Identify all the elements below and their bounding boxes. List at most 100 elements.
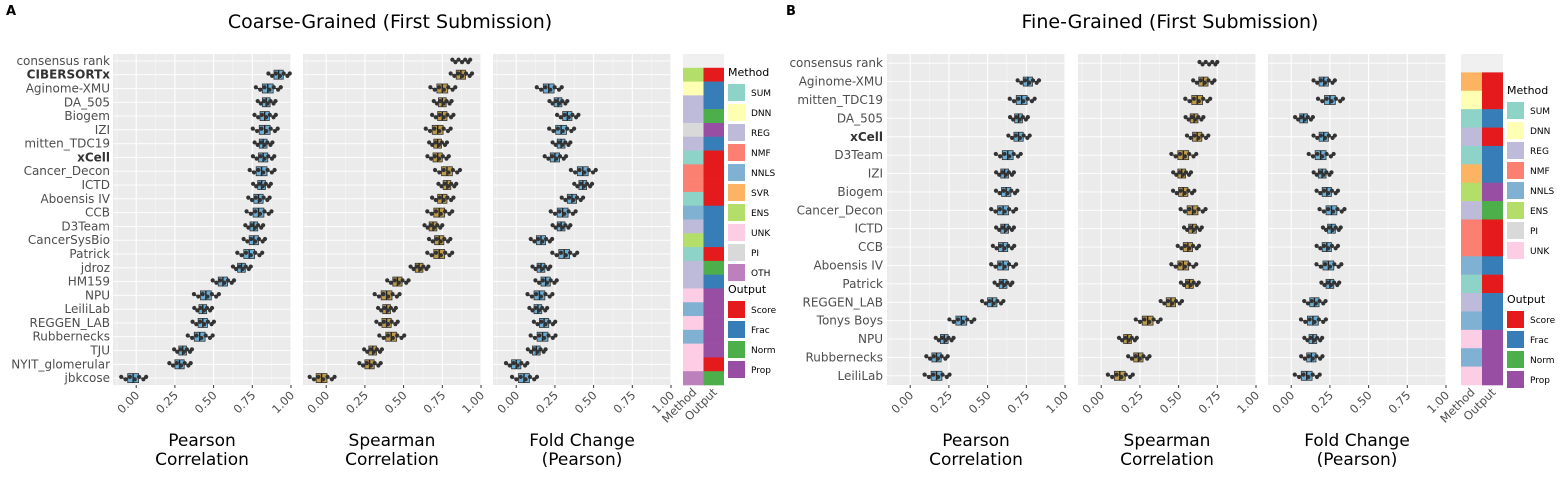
panel-b-pearson-point: [993, 188, 999, 193]
panel-a-spearman-point: [426, 236, 432, 242]
panel-a-spearman-tick-label: 1.00: [459, 388, 487, 416]
panel-a-foldchange-point: [572, 181, 577, 186]
panel-b-pearson-point: [955, 317, 961, 322]
panel-a-foldchange-point: [554, 112, 560, 117]
panel-a-spearman-point: [460, 73, 465, 78]
panel-a-foldchange-point: [570, 211, 576, 216]
panel-a-pearson-tick-label: 0.75: [230, 388, 258, 416]
panel-b-legend-method-swatch: [1507, 122, 1524, 139]
panel-a-pearson-point: [261, 98, 267, 104]
panel-a-output-cell: [703, 233, 724, 248]
panel-a-foldchange-point: [582, 170, 587, 175]
panel-b-pearson-point: [922, 372, 927, 377]
panel-a-team-label: REGGEN_LAB: [30, 316, 110, 330]
panel-a-legend-method-label: DNN: [751, 109, 771, 119]
panel-a-spearman-point: [468, 57, 473, 62]
panel-b-foldchange-point: [1292, 115, 1298, 120]
panel-b-spearman-point: [1165, 298, 1171, 304]
panel-b-foldchange-point: [1320, 225, 1326, 230]
panel-a-foldchange-point: [568, 167, 573, 173]
panel-b-spearman-point: [1158, 298, 1163, 304]
panel-a-pearson-tick-label: 1.00: [269, 388, 297, 416]
panel-a-output-cell: [703, 191, 724, 207]
panel-a-spearman-point: [441, 87, 447, 92]
panel-b-legend-method-label: PI: [1530, 227, 1538, 237]
panel-a-foldchange-point: [552, 85, 557, 90]
panel-a-pearson-point: [259, 126, 264, 131]
panel-a-spearman-point: [411, 266, 416, 272]
panel-b-pearson-axis-subtitle: Correlation: [929, 450, 1023, 470]
panel-a-spearman-point: [441, 167, 446, 173]
panel-b-foldchange-point: [1305, 115, 1310, 120]
panel-a-pearson-point: [210, 278, 215, 283]
panel-b-team-label: Tonys Boys: [816, 314, 883, 328]
panel-a-foldchange-point: [542, 335, 547, 341]
panel-a-spearman-point: [453, 59, 458, 65]
panel-a-pearson-point: [270, 73, 275, 78]
panel-a-spearman-point: [447, 253, 452, 258]
panel-a-pearson-point: [255, 128, 260, 134]
panel-b-legend-output-swatch: [1507, 331, 1524, 348]
panel-a-team-label: CIBERSORTx: [27, 68, 111, 82]
panel-b-spearman-point: [1155, 319, 1161, 324]
panel-b-spearman-point: [1126, 354, 1131, 359]
panel-b-foldchange-point: [1311, 133, 1316, 138]
panel-b-pearson-point: [1003, 227, 1008, 232]
panel-a-pearson-point: [233, 266, 239, 272]
panel-a-foldchange-point: [563, 197, 568, 203]
panel-b-foldchange-axis-title: Fold Change: [1304, 431, 1410, 451]
panel-b-pearson-point: [1011, 151, 1016, 157]
panel-a-foldchange-point: [553, 225, 558, 230]
panel-a-pearson-point: [257, 197, 262, 203]
panel-a-foldchange-point: [581, 184, 587, 189]
panel-b-title: Fine-Grained (First Submission): [1022, 11, 1319, 33]
panel-b-pearson-point: [1013, 207, 1019, 212]
panel-a-foldchange-point: [578, 181, 583, 186]
panel-a-pearson-point: [252, 140, 257, 145]
panel-b-foldchange-point: [1336, 264, 1341, 269]
panel-a-foldchange-point: [527, 305, 532, 311]
panel-a-foldchange-point: [547, 294, 552, 299]
panel-a-spearman-point: [377, 322, 383, 327]
panel-b-foldchange-point: [1311, 78, 1316, 83]
panel-b-pearson-point: [1011, 209, 1016, 214]
panel-a-spearman-point: [437, 195, 442, 200]
panel-b-pearson-point: [1014, 115, 1019, 120]
panel-b-spearman-point: [1142, 317, 1147, 322]
panel-b-spearman-point: [1170, 301, 1175, 306]
panel-b-spearman-point: [1187, 246, 1192, 251]
panel-a-foldchange-point: [566, 209, 571, 214]
panel-b-pearson-point: [1036, 78, 1042, 83]
panel-a-pearson-point: [259, 112, 265, 117]
panel-a-spearman-point: [325, 374, 330, 380]
panel-a-pearson-point: [266, 71, 271, 76]
panel-b-method-cell: [1461, 145, 1482, 165]
panel-a-pearson-background: [113, 54, 291, 385]
panel-a-spearman-point: [451, 195, 456, 200]
panel-a-pearson-point: [218, 278, 223, 283]
panel-b-pearson-point: [1025, 96, 1030, 101]
panel-a-spearman-point: [448, 126, 453, 131]
panel-a-legend-output-label: Score: [751, 306, 777, 316]
panel-a-spearman-point: [432, 87, 437, 92]
panel-a-spearman-point: [329, 377, 334, 382]
panel-b-foldchange-point: [1292, 372, 1297, 377]
panel-a-spearman-point: [441, 115, 446, 120]
panel-a-pearson-point: [252, 112, 257, 117]
panel-a-spearman-point: [450, 167, 456, 173]
panel-b-foldchange-point: [1299, 354, 1304, 359]
panel-a-foldchange-point: [519, 361, 524, 366]
panel-b-pearson-point: [994, 246, 999, 251]
panel-a-pearson-point: [200, 292, 205, 297]
panel-b-spearman-point: [1203, 207, 1208, 212]
panel-a-foldchange-point: [589, 181, 595, 186]
panel-b-foldchange-point: [1299, 115, 1304, 120]
panel-a-team-label: Biogem: [64, 109, 110, 123]
panel-a-foldchange-point: [539, 87, 544, 92]
panel-a-legend-method-label: NNLS: [751, 169, 775, 179]
panel-b-pearson-point: [1021, 99, 1026, 104]
panel-b-spearman-point: [1200, 133, 1205, 138]
panel-a-foldchange-point: [532, 377, 537, 382]
panel-b-pearson-point: [944, 374, 949, 380]
panel-b-foldchange-point: [1339, 262, 1344, 267]
